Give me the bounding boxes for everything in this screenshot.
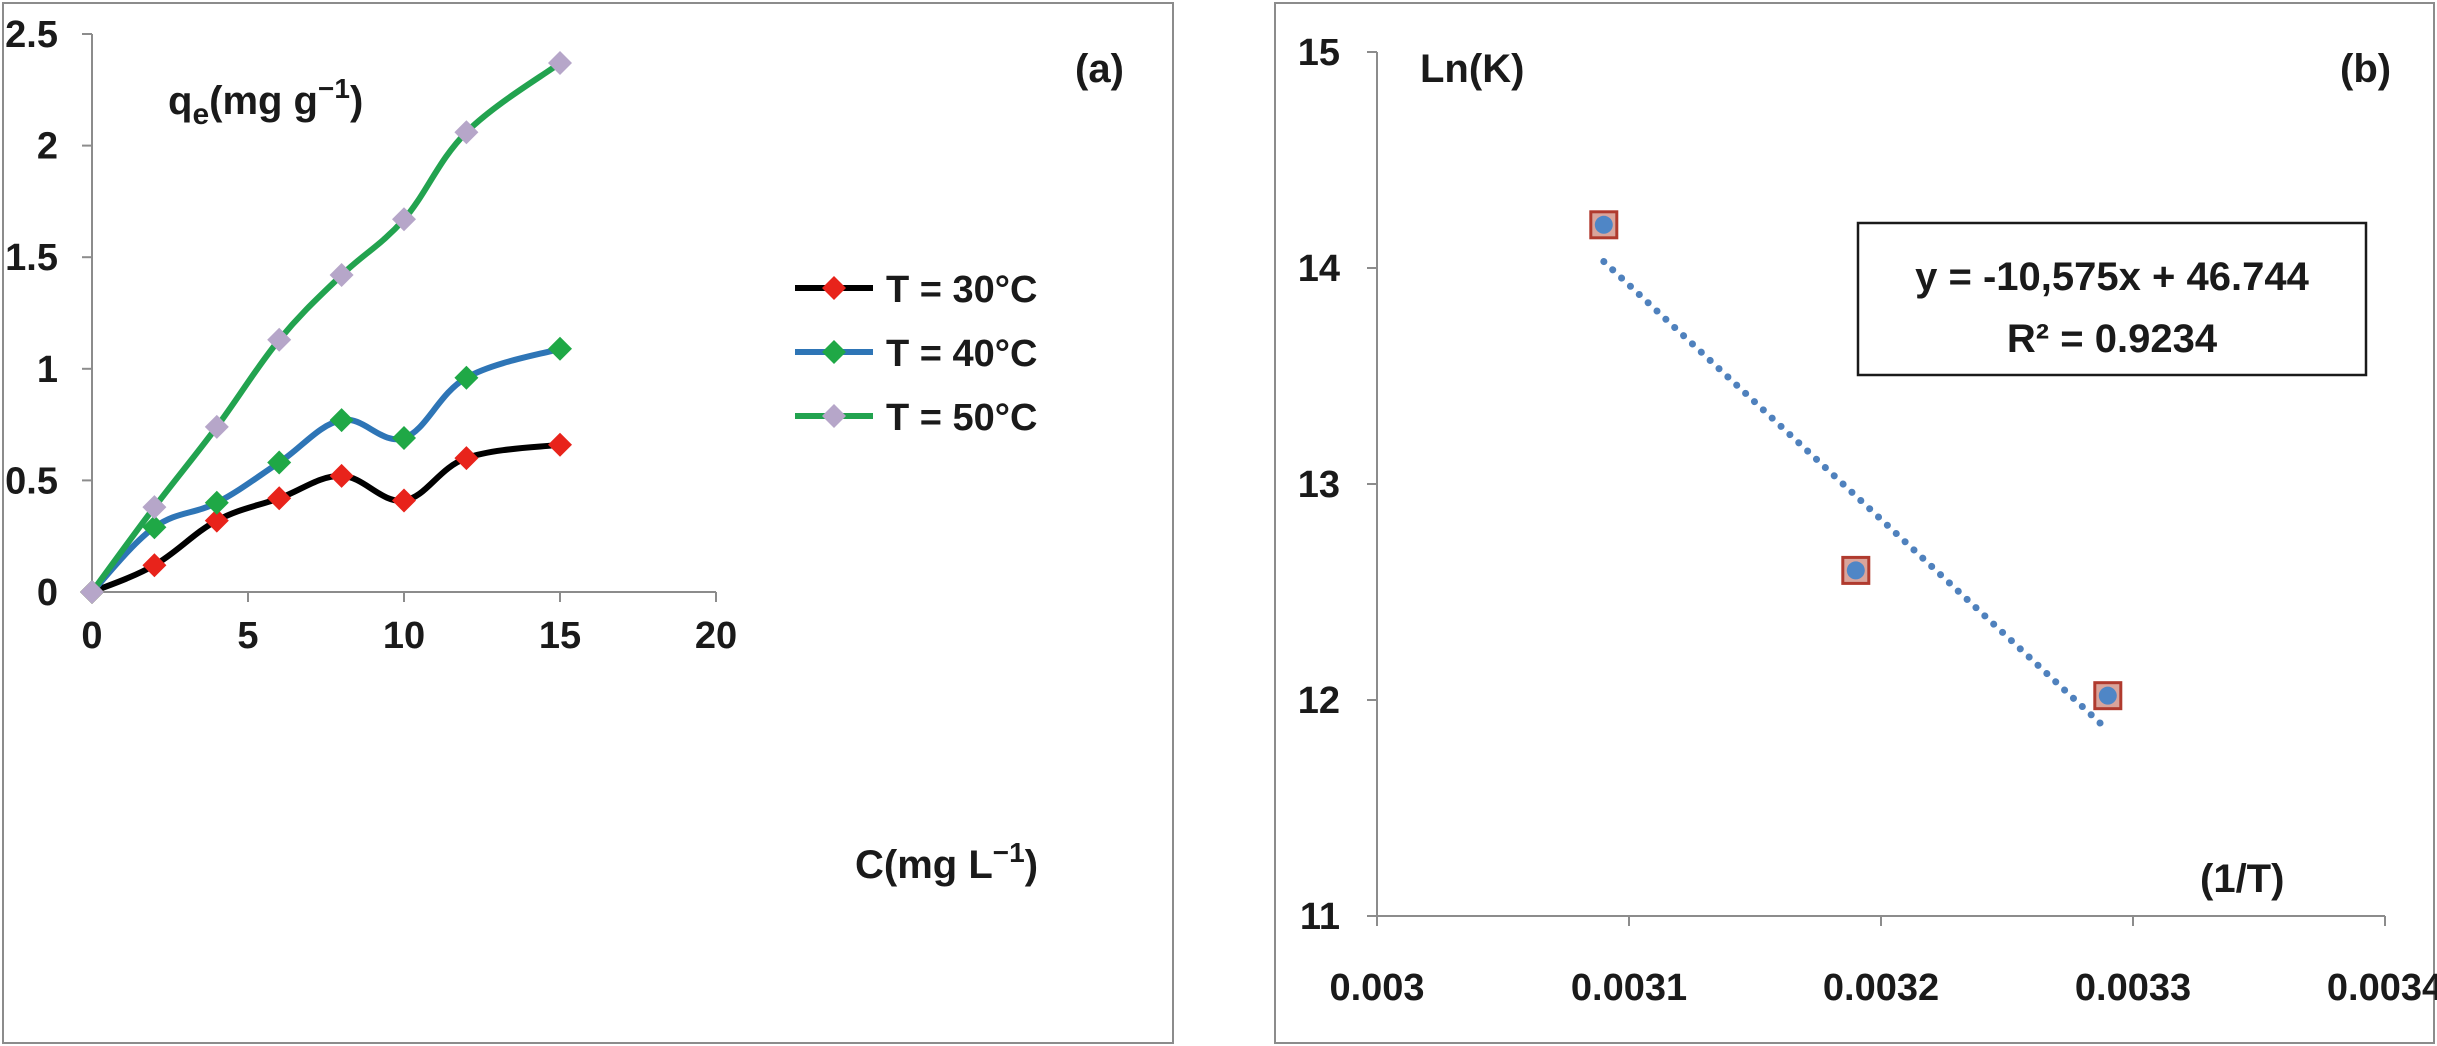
panel-b-x-ticks: 0.003 0.0031 0.0032 0.0033 0.0034 xyxy=(1329,916,2437,1009)
x-tick-label: 15 xyxy=(539,615,581,657)
data-point xyxy=(392,207,416,232)
x-tick-label: 0.0034 xyxy=(2327,967,2437,1009)
data-point xyxy=(454,446,479,471)
point-dot xyxy=(1846,561,1865,580)
data-point xyxy=(2093,681,2123,711)
panel-b: 11 12 13 14 15 0.003 0.0031 0.0032 0.0033 0.0034… xyxy=(1274,2,2437,1044)
panel-a-ylabel: qe(mg g−1) xyxy=(168,73,363,131)
panel-b-frame xyxy=(1274,2,2435,1044)
data-point xyxy=(548,336,572,361)
legend-label: T = 40°C xyxy=(886,333,1037,375)
legend-marker xyxy=(822,404,846,428)
panel-a-xlabel-main: C(mg L xyxy=(855,843,993,887)
y-tick-label: 14 xyxy=(1298,248,1340,290)
panel-a-ylabel-sub: e xyxy=(192,98,209,131)
x-tick-label: 0 xyxy=(81,615,102,657)
data-point xyxy=(1589,210,1619,240)
data-point xyxy=(142,515,167,540)
panel-a-series xyxy=(80,51,572,604)
panel-a-xlabel-close: ) xyxy=(1025,843,1038,887)
point-dot xyxy=(2098,686,2117,705)
panel-a-xlabel-sup: −1 xyxy=(993,837,1025,868)
x-tick-label: 0.0031 xyxy=(1571,967,1687,1009)
data-point xyxy=(454,365,479,390)
data-point xyxy=(142,495,167,520)
equation-text: y = -10,575x + 46.744 xyxy=(1915,255,2309,299)
y-tick-label: 0.5 xyxy=(5,460,58,502)
x-tick-label: 0.0032 xyxy=(1823,967,1939,1009)
data-point xyxy=(454,120,479,145)
y-tick-label: 13 xyxy=(1298,464,1340,506)
legend-marker xyxy=(822,340,846,364)
panel-a-y-ticks: 0 0.5 1 1.5 2 2.5 xyxy=(5,14,92,614)
r2-text: R² = 0.9234 xyxy=(2007,317,2218,361)
point-dot xyxy=(1594,215,1613,234)
data-point xyxy=(204,508,229,533)
y-tick-label: 11 xyxy=(1300,896,1340,938)
data-point xyxy=(329,408,354,433)
data-point xyxy=(329,263,354,288)
equation-box-frame xyxy=(1856,221,2368,377)
data-point xyxy=(548,432,572,457)
x-tick-label: 5 xyxy=(237,615,258,657)
y-tick-label: 2.5 xyxy=(5,14,58,56)
x-tick-label: 0.003 xyxy=(1329,967,1424,1009)
y-tick-label: 2 xyxy=(37,126,58,168)
panel-a-ylabel-close: ) xyxy=(350,79,363,123)
y-tick-label: 12 xyxy=(1298,680,1340,722)
y-tick-label: 0 xyxy=(37,572,58,614)
panel-a-label: (a) xyxy=(1075,47,1124,91)
panel-a-frame xyxy=(2,2,1174,1044)
panel-a-x-ticks: 0 5 10 15 20 xyxy=(81,592,737,657)
panel-b-xlabel: (1/T) xyxy=(2200,857,2284,901)
data-point xyxy=(204,490,229,515)
legend-marker xyxy=(822,276,846,300)
panel-a: 00.511.522.5 0 5 10 15 20 qe(mg g−1) C(mg L−… xyxy=(2,2,1174,1044)
panel-b-ylabel: Ln(K) xyxy=(1420,47,1524,91)
y-tick-label: 1.5 xyxy=(5,237,58,279)
data-point xyxy=(392,488,416,513)
data-point xyxy=(142,553,167,578)
legend-label: T = 50°C xyxy=(886,397,1037,439)
panel-a-ylabel-sup: −1 xyxy=(318,73,350,104)
panel-a-legend: T = 30°C T = 40°C T = 50°C xyxy=(795,269,1037,439)
panel-b-equation-box: y = -10,575x + 46.744 R² = 0.9234 xyxy=(1856,221,2368,377)
panel-b-label: (b) xyxy=(2340,47,2391,91)
data-point xyxy=(392,425,416,450)
data-point xyxy=(267,327,292,352)
y-tick-label: 1 xyxy=(37,349,58,391)
x-tick-label: 0.0033 xyxy=(2075,967,2191,1009)
x-tick-label: 20 xyxy=(695,615,737,657)
panel-b-y-ticks: 11 12 13 14 15 xyxy=(1298,32,1377,938)
data-point xyxy=(80,580,104,604)
x-tick-label: 10 xyxy=(383,615,425,657)
data-point xyxy=(329,463,354,488)
data-point xyxy=(548,51,572,76)
data-point xyxy=(1841,555,1871,585)
y-tick-label: 15 xyxy=(1298,32,1340,74)
data-point xyxy=(267,486,292,511)
data-point xyxy=(267,450,292,475)
legend-label: T = 30°C xyxy=(886,269,1037,311)
panel-a-ylabel-unit: (mg g xyxy=(209,79,318,123)
panel-a-ylabel-q: q xyxy=(168,79,192,123)
data-point xyxy=(204,414,229,439)
panel-a-xlabel: C(mg L−1) xyxy=(855,837,1038,887)
panel-b-points xyxy=(1589,210,2123,711)
